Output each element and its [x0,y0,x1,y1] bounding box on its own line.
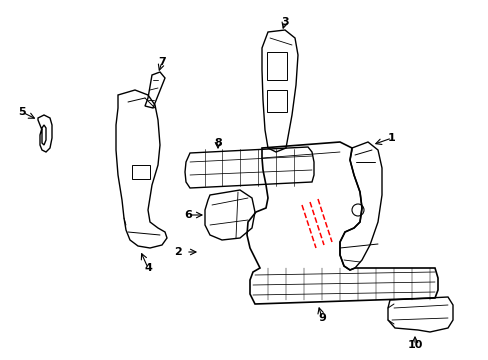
Text: 6: 6 [183,210,192,220]
Bar [266,90,286,112]
Text: 8: 8 [214,138,222,148]
Text: 5: 5 [18,107,26,117]
Bar [132,165,150,179]
Text: 4: 4 [144,263,152,273]
Text: 10: 10 [407,340,422,350]
Text: 2: 2 [174,247,182,257]
Text: 9: 9 [317,313,325,323]
Text: 3: 3 [281,17,288,27]
Text: 7: 7 [158,57,165,67]
Bar [266,52,286,80]
Text: 1: 1 [387,133,395,143]
